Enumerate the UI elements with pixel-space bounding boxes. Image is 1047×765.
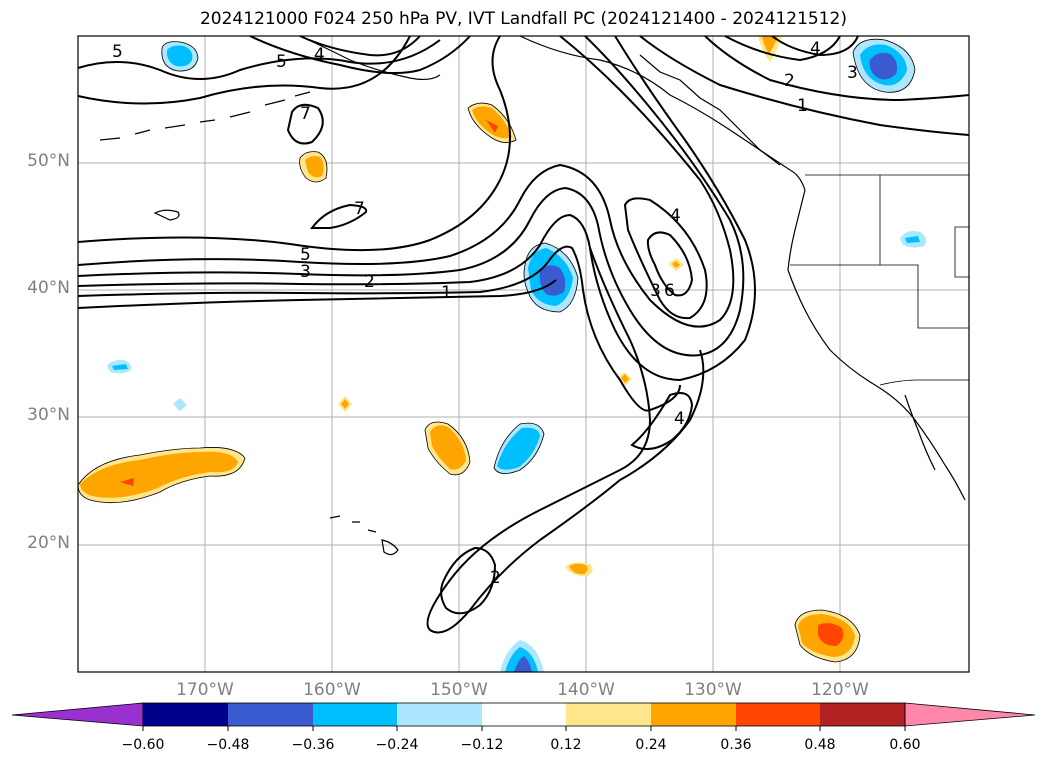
contour-label: 5 <box>276 52 287 72</box>
map-panel <box>78 36 969 672</box>
colorbar-swatch <box>651 703 736 726</box>
contour-label: 2 <box>490 568 501 588</box>
pv-shading <box>78 36 927 672</box>
colorbar-tick-label: −0.48 <box>206 737 250 753</box>
contour-label: 5 <box>112 42 123 62</box>
contour-label: 4 <box>674 409 685 429</box>
contour-labels: 5 4 5 4 2 1 3 7 7 5 3 2 1 4 3 6 4 2 <box>112 39 858 588</box>
contour-label: 4 <box>314 45 325 65</box>
colorbar-tick-label: −0.24 <box>375 737 419 753</box>
lon-label: 130°W <box>684 680 742 700</box>
contour-label: 3 <box>650 281 661 301</box>
colorbar <box>11 702 1036 731</box>
contour-label: 5 <box>300 245 311 265</box>
contour-label: 2 <box>364 272 375 292</box>
contour-label: 7 <box>300 104 311 124</box>
colorbar-tick-label: 0.36 <box>720 737 752 753</box>
contour-label: 7 <box>354 199 365 219</box>
lon-label: 140°W <box>557 680 615 700</box>
lat-label: 40°N <box>27 278 70 298</box>
colorbar-tick-label: 0.48 <box>804 737 836 753</box>
colorbar-tick-label: 0.12 <box>550 737 582 753</box>
contour-label: 4 <box>670 206 681 226</box>
colorbar-swatch <box>482 703 566 726</box>
colorbar-swatch <box>566 703 651 726</box>
map-frame <box>77 35 970 673</box>
lon-label: 150°W <box>430 680 488 700</box>
colorbar-swatch <box>228 703 313 726</box>
colorbar-tick-label: −0.12 <box>460 737 504 753</box>
gridlines <box>78 36 969 672</box>
contour-label: 3 <box>847 63 858 83</box>
colorbar-swatch <box>313 703 397 726</box>
map-title: 2024121000 F024 250 hPa PV, IVT Landfall… <box>199 9 847 29</box>
lat-label: 50°N <box>27 151 70 171</box>
contour-label: 6 <box>664 281 675 301</box>
contour-label: 3 <box>300 262 311 282</box>
ivt-contours <box>77 35 970 634</box>
lon-label: 120°W <box>811 680 869 700</box>
colorbar-swatch <box>397 703 482 726</box>
lon-label: 160°W <box>303 680 361 700</box>
colorbar-swatch <box>820 703 905 726</box>
colorbar-extend-low <box>11 702 144 727</box>
contour-label: 2 <box>784 71 795 91</box>
contour-label: 4 <box>810 39 821 59</box>
colorbar-extend-high <box>904 702 1036 727</box>
colorbar-tick-label: −0.36 <box>291 737 335 753</box>
contour-label: 1 <box>441 283 452 303</box>
lat-label: 30°N <box>27 405 70 425</box>
colorbar-tick-label: 0.24 <box>635 737 667 753</box>
lat-label: 20°N <box>27 533 70 553</box>
colorbar-swatch <box>143 703 228 726</box>
coastlines <box>99 35 966 556</box>
pv-outlines <box>77 38 916 663</box>
colorbar-swatch <box>736 703 820 726</box>
lon-label: 170°W <box>176 680 234 700</box>
contour-label: 1 <box>797 96 808 116</box>
colorbar-tick-label: 0.60 <box>889 737 921 753</box>
colorbar-tick-label: −0.60 <box>121 737 165 753</box>
